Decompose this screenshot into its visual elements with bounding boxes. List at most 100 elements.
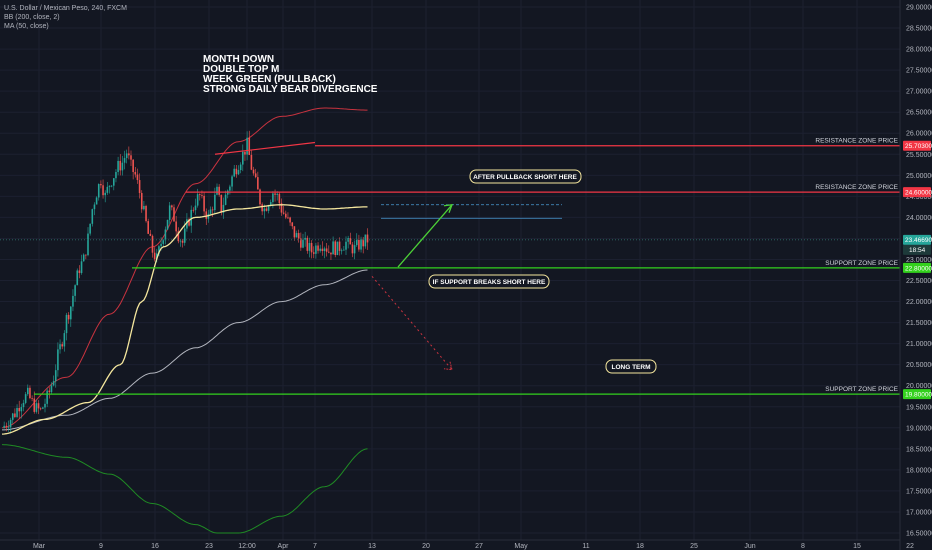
candle-body[interactable] bbox=[74, 285, 76, 296]
candle-body[interactable] bbox=[233, 168, 235, 177]
candle-body[interactable] bbox=[362, 239, 364, 247]
candle-body[interactable] bbox=[218, 186, 220, 195]
candle-body[interactable] bbox=[285, 213, 287, 218]
candle-body[interactable] bbox=[317, 245, 319, 251]
price-axis[interactable]: 16.50000 17.00000 17.50000 18.00000 18.50000… bbox=[899, 0, 932, 550]
candle-body[interactable] bbox=[297, 233, 300, 239]
drawings[interactable] bbox=[0, 141, 900, 371]
candle-body[interactable] bbox=[308, 242, 311, 251]
candle-body[interactable] bbox=[353, 245, 356, 254]
candle-body[interactable] bbox=[280, 203, 283, 213]
candle-body[interactable] bbox=[181, 240, 184, 243]
candle-body[interactable] bbox=[351, 244, 354, 254]
candle-body[interactable] bbox=[196, 194, 199, 206]
candle-body[interactable] bbox=[31, 398, 33, 399]
candle-body[interactable] bbox=[265, 208, 268, 211]
candle-body[interactable] bbox=[246, 137, 248, 155]
candle-body[interactable] bbox=[18, 407, 20, 412]
candle-body[interactable] bbox=[59, 344, 61, 350]
candle-body[interactable] bbox=[173, 207, 175, 222]
candle-body[interactable] bbox=[46, 390, 48, 404]
candle-body[interactable] bbox=[104, 192, 106, 196]
candle-body[interactable] bbox=[52, 381, 55, 386]
candle-body[interactable] bbox=[250, 154, 253, 170]
candle-body[interactable] bbox=[140, 192, 143, 210]
candle-body[interactable] bbox=[267, 205, 270, 211]
candle-body[interactable] bbox=[175, 221, 177, 232]
candle-body[interactable] bbox=[117, 160, 119, 173]
candle-body[interactable] bbox=[235, 168, 238, 175]
candle-body[interactable] bbox=[366, 234, 369, 243]
candle-body[interactable] bbox=[153, 252, 156, 260]
candle-body[interactable] bbox=[291, 222, 294, 227]
candle-body[interactable] bbox=[274, 193, 276, 195]
candle-body[interactable] bbox=[336, 241, 339, 256]
candle-body[interactable] bbox=[156, 253, 158, 260]
candle-body[interactable] bbox=[360, 239, 362, 250]
candle-body[interactable] bbox=[145, 205, 147, 222]
candle-body[interactable] bbox=[272, 193, 274, 203]
candle-body[interactable] bbox=[293, 226, 296, 238]
candle-body[interactable] bbox=[171, 205, 173, 208]
candle-body[interactable] bbox=[119, 160, 122, 171]
candle-body[interactable] bbox=[312, 252, 315, 254]
zone-lines[interactable]: RESISTANCE ZONE PRICE RESISTANCE ZONE PRI… bbox=[34, 138, 900, 395]
pullback-arrow[interactable] bbox=[397, 204, 453, 268]
candle-body[interactable] bbox=[82, 254, 85, 262]
candle-body[interactable] bbox=[177, 231, 180, 242]
candle-body[interactable] bbox=[325, 248, 328, 252]
candle-body[interactable] bbox=[3, 425, 5, 428]
candle-body[interactable] bbox=[27, 387, 29, 395]
candle-body[interactable] bbox=[295, 233, 298, 238]
time-axis[interactable]: Mar 9 16 23 12:00 Apr 7 13 20 27 May 11 18 25 Jun 8 15 22 bbox=[0, 539, 914, 550]
candle-body[interactable] bbox=[282, 212, 285, 214]
candle-body[interactable] bbox=[222, 204, 225, 213]
candle-body[interactable] bbox=[20, 407, 23, 412]
annotation-text[interactable]: MONTH DOWN DOUBLE TOP M WEEK GREEN (PULL… bbox=[203, 54, 378, 95]
candle-body[interactable] bbox=[9, 419, 12, 428]
candle-body[interactable] bbox=[321, 248, 324, 252]
candle-body[interactable] bbox=[24, 394, 27, 403]
candle-body[interactable] bbox=[134, 171, 137, 175]
candle-body[interactable] bbox=[323, 248, 326, 252]
candle-body[interactable] bbox=[16, 407, 18, 417]
candle-body[interactable] bbox=[14, 413, 16, 417]
candle-body[interactable] bbox=[132, 159, 134, 172]
candle-body[interactable] bbox=[50, 385, 53, 393]
candle-body[interactable] bbox=[289, 217, 291, 223]
candle-body[interactable] bbox=[113, 178, 115, 186]
candle-body[interactable] bbox=[106, 186, 109, 193]
candle-body[interactable] bbox=[287, 217, 289, 219]
candle-body[interactable] bbox=[29, 387, 31, 399]
candle-body[interactable] bbox=[166, 219, 169, 230]
candle-body[interactable] bbox=[209, 209, 212, 214]
candle-body[interactable] bbox=[95, 197, 98, 205]
candle-body[interactable] bbox=[340, 250, 343, 252]
candle-body[interactable] bbox=[302, 239, 304, 248]
candle-body[interactable] bbox=[188, 219, 190, 226]
candle-body[interactable] bbox=[304, 237, 306, 240]
candle-body[interactable] bbox=[190, 209, 192, 226]
candle-body[interactable] bbox=[108, 185, 111, 187]
candle-body[interactable] bbox=[315, 245, 317, 254]
candle-body[interactable] bbox=[78, 270, 81, 273]
candle-body[interactable] bbox=[42, 407, 44, 409]
candle-body[interactable] bbox=[102, 185, 104, 196]
candle-body[interactable] bbox=[85, 254, 87, 256]
candle-body[interactable] bbox=[332, 241, 334, 255]
candle-body[interactable] bbox=[242, 151, 244, 165]
candle-body[interactable] bbox=[128, 153, 130, 156]
candle-body[interactable] bbox=[269, 202, 272, 206]
candle-body[interactable] bbox=[355, 239, 358, 246]
candle-body[interactable] bbox=[115, 172, 117, 179]
candle-body[interactable] bbox=[244, 151, 246, 155]
candle-body[interactable] bbox=[164, 229, 167, 241]
candle-body[interactable] bbox=[310, 242, 313, 253]
callout-support-break[interactable]: IF SUPPORT BREAKS SHORT HERE bbox=[428, 274, 550, 289]
candle-body[interactable] bbox=[358, 239, 360, 250]
candle-body[interactable] bbox=[39, 408, 42, 410]
candle-body[interactable] bbox=[63, 333, 66, 347]
candle-body[interactable] bbox=[239, 164, 242, 171]
candle-body[interactable] bbox=[22, 402, 25, 408]
candle-body[interactable] bbox=[61, 344, 63, 347]
